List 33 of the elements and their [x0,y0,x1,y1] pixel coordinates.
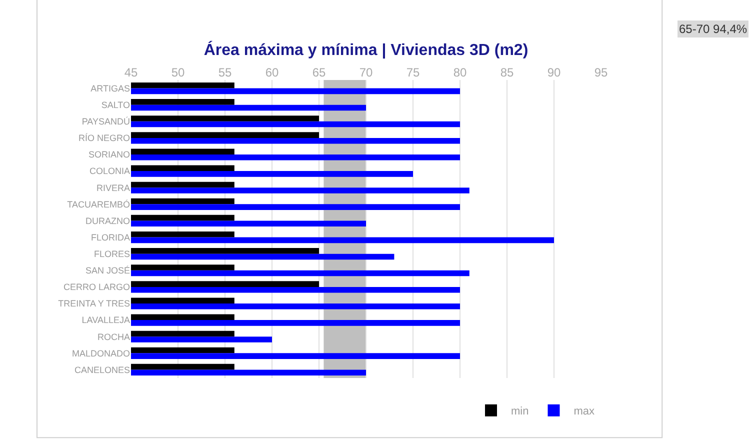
chart-title: Área máxima y mínima | Viviendas 3D (m2) [204,40,528,60]
y-tick-label: ARTIGAS [90,83,130,94]
y-tick-label: COLONIA [89,166,130,176]
x-tick-label: 90 [547,66,561,80]
y-tick-label: MALDONADO [72,348,130,358]
x-tick-label: 45 [124,66,138,80]
y-tick-label: TREINTA Y TRES [58,298,130,309]
x-tick-label: 80 [453,66,467,80]
x-tick-label: 60 [265,66,279,80]
x-tick-label: 95 [594,66,608,80]
x-tick-label: 70 [359,66,373,80]
y-tick-label: SALTO [101,100,130,110]
y-tick-label: RIVERA [96,182,130,193]
x-tick-label: 55 [218,66,232,80]
text: 65-70 94,4% [679,22,748,36]
x-tick-label: 50 [171,66,185,80]
y-tick-label: LAVALLEJA [82,315,130,326]
y-tick-label: DURAZNO [86,216,130,226]
x-tick-label: 85 [500,66,514,80]
y-tick-label: ROCHA [97,332,130,342]
legend-label: max [574,406,596,418]
y-tick-label: FLORIDA [90,232,130,242]
y-tick-label: RÍO NEGRO [78,133,130,144]
x-tick-label: 65 [312,66,326,80]
y-tick-label: SAN JOSÉ [85,266,130,276]
legend-label: min [511,406,529,418]
y-tick-label: PAYSANDÚ [82,116,130,127]
y-tick-label: CERRO LARGO [63,282,130,292]
y-tick-label: TACUAREMBÓ [67,199,130,210]
y-tick-label: SORIANO [88,150,130,160]
y-tick-label: FLORES [94,248,130,259]
x-tick-label: 75 [406,66,420,80]
y-tick-label: CANELONES [74,364,130,375]
